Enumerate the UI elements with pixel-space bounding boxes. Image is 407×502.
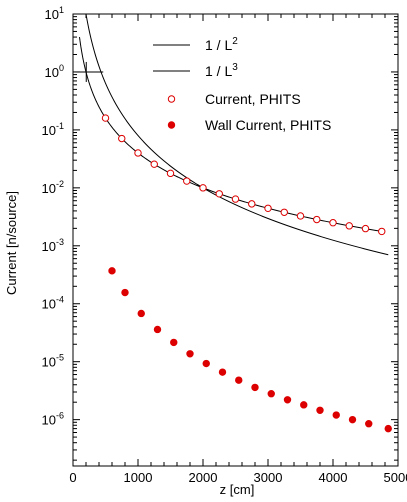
current-point — [248, 200, 256, 208]
legend-marker-swatch — [167, 95, 176, 103]
wall-current-point — [218, 368, 227, 376]
y-tick-label: 101 — [45, 5, 64, 22]
plot-frame — [72, 13, 399, 467]
y-tick-label: 10-5 — [42, 353, 64, 370]
wall-current-point — [251, 383, 259, 392]
x-axis: 0 1000 2000 3000 4000 5000 — [69, 14, 407, 485]
wall-current-point — [121, 288, 129, 297]
wall-current-point — [170, 338, 178, 347]
y-tick-label: 10-2 — [42, 179, 64, 196]
y-tick-label: 100 — [45, 63, 64, 80]
wall-current-point — [316, 406, 324, 414]
current-point — [264, 204, 272, 212]
legend: 1 / L2 1 / L3 Current, PHITS Wall Current, … — [153, 36, 331, 133]
wall-current-point — [365, 420, 373, 428]
x-tick-label: 3000 — [254, 470, 283, 485]
y-tick-label: 10-1 — [42, 121, 64, 138]
wall-current-point — [384, 424, 392, 433]
wall-current-point — [235, 376, 243, 384]
legend-label: 1 / L3 — [205, 62, 238, 79]
x-tick-label: 4000 — [319, 470, 348, 485]
current-point — [313, 215, 321, 224]
current-point — [199, 184, 207, 192]
wall-current-point — [186, 350, 194, 358]
current-point — [296, 212, 305, 220]
legend-marker-swatch — [167, 121, 176, 129]
wall-current-point — [137, 309, 145, 318]
legend-label: Current, PHITS — [205, 91, 301, 107]
y-tick-label: 10-3 — [42, 237, 64, 254]
current-point — [150, 160, 158, 168]
wall-current-point — [153, 325, 162, 334]
x-tick-label: 0 — [69, 470, 76, 485]
y-tick-label: 10-4 — [42, 295, 64, 312]
x-tick-label: 2000 — [189, 470, 218, 485]
current-point — [361, 224, 370, 233]
legend-label: 1 / L2 — [205, 36, 238, 53]
current-point — [329, 219, 337, 227]
current-point — [134, 149, 142, 157]
current-point — [166, 169, 175, 178]
wall-current-point — [348, 415, 357, 424]
curve-inverse-cube — [85, 14, 389, 256]
current-point — [118, 134, 126, 143]
current-point — [183, 177, 191, 185]
current-point — [101, 114, 110, 122]
current-point — [378, 227, 386, 236]
x-tick-label: 5000 — [384, 470, 407, 485]
wall-current-point — [332, 411, 340, 419]
wall-current-point — [300, 401, 308, 409]
wall-current-point — [267, 390, 275, 398]
x-tick-label: 1000 — [124, 470, 153, 485]
x-axis-label: z [cm] — [220, 482, 255, 497]
data-points — [101, 114, 392, 433]
legend-label: Wall Current, PHITS — [205, 117, 331, 133]
current-point — [345, 222, 353, 230]
current-point — [280, 208, 288, 216]
current-point — [231, 195, 240, 203]
y-tick-label: 10-6 — [42, 411, 64, 428]
wall-current-point — [202, 359, 210, 368]
current-point — [215, 190, 223, 198]
wall-current-point — [108, 267, 116, 275]
plot-border — [72, 13, 399, 467]
y-axis-label: Current [n/source] — [4, 191, 19, 295]
wall-current-point — [283, 396, 292, 404]
